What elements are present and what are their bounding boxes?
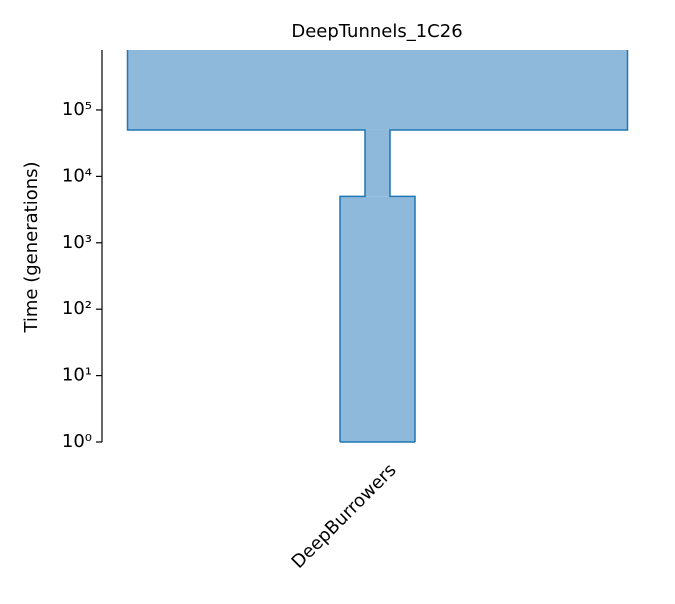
- deme-outline: [126, 50, 366, 442]
- y-axis-label: Time (generations): [21, 161, 42, 333]
- x-tick-label: DeepBurrowers: [288, 460, 401, 573]
- epoch: [340, 196, 415, 442]
- y-tick-label: 10²: [62, 298, 92, 319]
- y-tick-label: 10⁵: [62, 99, 92, 120]
- chart-title: DeepTunnels_1C26: [291, 21, 462, 42]
- y-tick-label: 10³: [62, 232, 92, 253]
- y-tick-label: 10⁰: [62, 431, 92, 452]
- y-tick-label: 10⁴: [62, 165, 92, 186]
- y-tick-label: 10¹: [62, 365, 92, 386]
- epoch: [127, 50, 628, 130]
- epoch: [365, 129, 390, 197]
- deme-outline: [389, 50, 629, 442]
